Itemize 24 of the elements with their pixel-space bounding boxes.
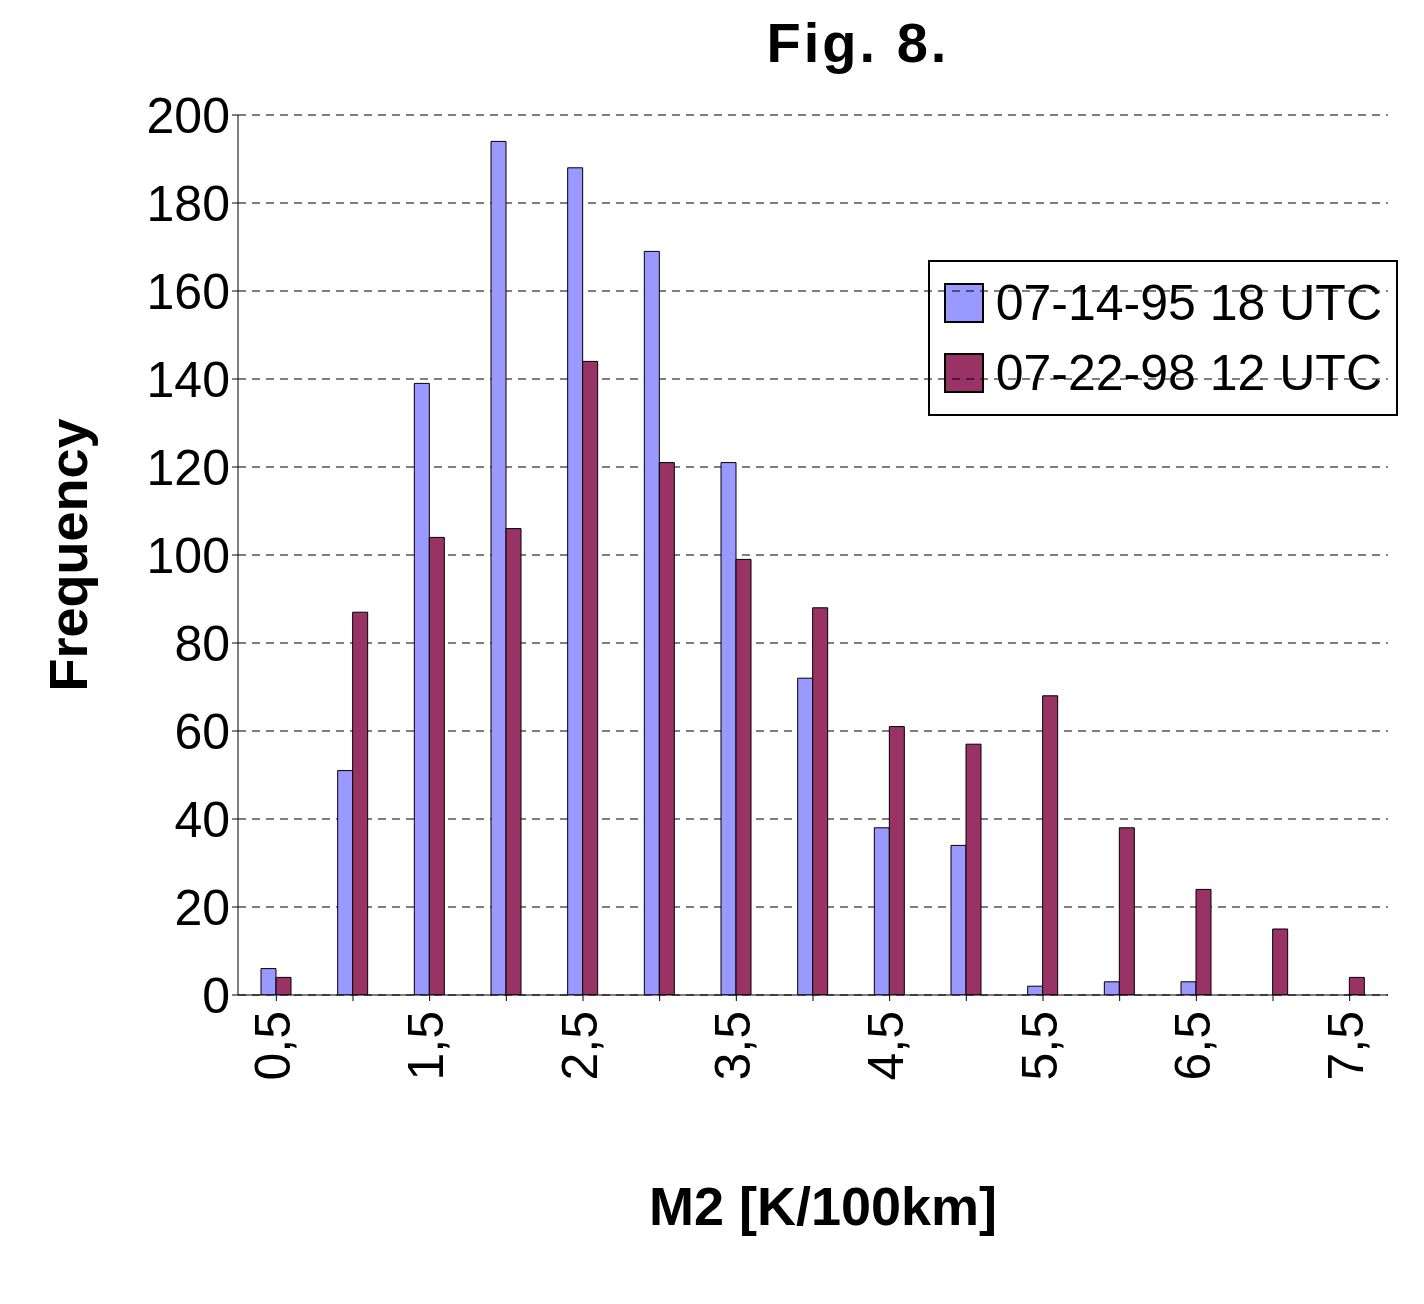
y-tick-label: 200 [146, 87, 230, 144]
y-tick-label: 40 [174, 791, 230, 848]
y-tick-label: 100 [146, 527, 230, 584]
y-tick-label: 0 [202, 967, 230, 1024]
y-tick-label: 140 [146, 351, 230, 408]
x-tick-label: 4,5 [858, 1011, 915, 1081]
y-tick-label: 180 [146, 175, 230, 232]
x-tick-label: 6,5 [1164, 1011, 1221, 1081]
x-axis-title: M2 [K/100km] [647, 1175, 999, 1237]
legend-label: 07-22-98 12 UTC [995, 344, 1382, 403]
y-axis-title: Frequency [38, 418, 99, 692]
x-tick-label: 3,5 [704, 1011, 761, 1081]
x-tick-label: 7,5 [1318, 1011, 1375, 1081]
legend-label: 07-14-95 18 UTC [995, 274, 1382, 333]
chart-title: Fig. 8. [765, 10, 951, 75]
y-tick-label: 20 [174, 879, 230, 936]
x-tick-label: 1,5 [398, 1011, 455, 1081]
x-tick-label: 0,5 [244, 1011, 301, 1081]
x-tick-label: 2,5 [551, 1011, 608, 1081]
y-tick-label: 60 [174, 703, 230, 760]
y-tick-label: 160 [146, 263, 230, 320]
y-tick-label: 80 [174, 615, 230, 672]
y-tick-label: 120 [146, 439, 230, 496]
x-tick-label: 5,5 [1011, 1011, 1068, 1081]
